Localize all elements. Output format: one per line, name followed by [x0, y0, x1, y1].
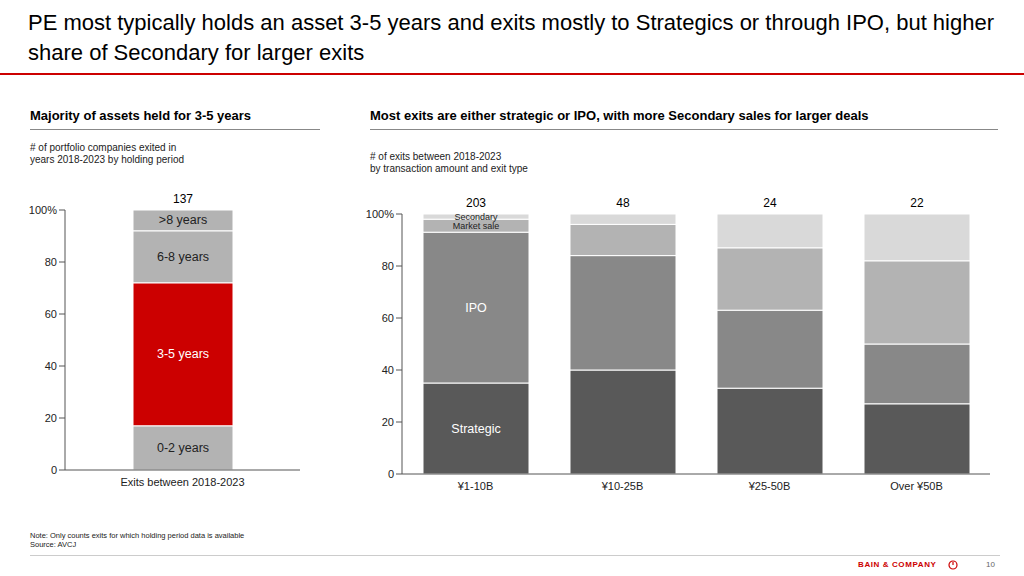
svg-text:40: 40	[382, 364, 394, 376]
svg-text:80: 80	[382, 260, 394, 272]
html-text:# of portfolio companies exite: # of portfolio companies exited in	[30, 142, 177, 153]
svg-text:203: 203	[466, 196, 486, 210]
svg-text:22: 22	[910, 196, 924, 210]
html-text:PE most typically holds an ass: PE most typically holds an asset 3-5 yea…	[28, 10, 994, 65]
svg-text:¥25-50B: ¥25-50B	[748, 480, 791, 492]
svg-text:¥10-25B: ¥10-25B	[601, 480, 644, 492]
svg-text:40: 40	[45, 360, 57, 372]
html-text:Source: AVCJ: Source: AVCJ	[30, 540, 77, 549]
svg-text:6-8 years: 6-8 years	[157, 250, 209, 264]
svg-text:60: 60	[382, 312, 394, 324]
svg-text:IPO: IPO	[465, 301, 487, 315]
html-text:years 2018-2023 by holding per: years 2018-2023 by holding period	[30, 154, 184, 165]
svg-text:0: 0	[388, 468, 394, 480]
svg-text:Market sale: Market sale	[453, 221, 500, 231]
html-text:Majority of assets held for 3-: Majority of assets held for 3-5 years	[30, 108, 252, 123]
svg-text:20: 20	[382, 416, 394, 428]
html-text:BAIN & COMPANY: BAIN & COMPANY	[858, 560, 937, 569]
svg-text:0-2 years: 0-2 years	[157, 441, 209, 455]
svg-text:60: 60	[45, 308, 57, 320]
html-text:10: 10	[986, 560, 995, 569]
svg-text:3-5 years: 3-5 years	[157, 347, 209, 361]
svg-text:100%: 100%	[366, 208, 394, 220]
svg-text:¥1-10B: ¥1-10B	[457, 480, 493, 492]
html-text:# of exits between 2018-2023: # of exits between 2018-2023	[370, 151, 502, 162]
html-text:Note: Only counts exits for wh: Note: Only counts exits for which holdin…	[30, 531, 245, 540]
svg-text:0: 0	[51, 464, 57, 476]
svg-text:24: 24	[763, 196, 777, 210]
svg-text:Secondary: Secondary	[454, 212, 498, 222]
svg-text:100%: 100%	[29, 204, 57, 216]
svg-text:>8 years: >8 years	[159, 213, 207, 227]
svg-text:48: 48	[616, 196, 630, 210]
svg-text:80: 80	[45, 256, 57, 268]
html-text:by transaction amount and exit: by transaction amount and exit type	[370, 163, 528, 174]
svg-text:20: 20	[45, 412, 57, 424]
svg-text:137: 137	[173, 192, 193, 206]
html-text:Most exits are either strategi: Most exits are either strategic or IPO, …	[370, 108, 869, 123]
svg-text:Exits between 2018-2023: Exits between 2018-2023	[120, 476, 244, 488]
svg-text:Over ¥50B: Over ¥50B	[890, 480, 943, 492]
svg-text:Strategic: Strategic	[451, 422, 500, 436]
